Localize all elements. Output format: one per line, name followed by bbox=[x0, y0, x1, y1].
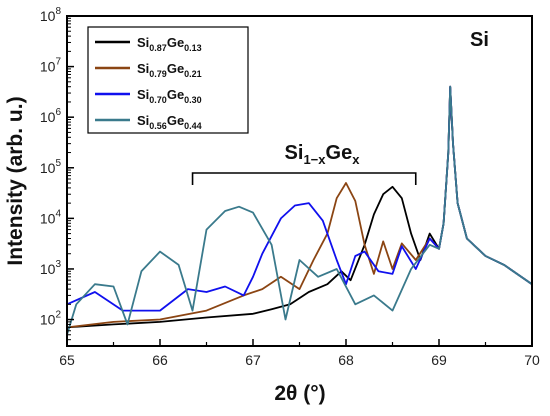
x-tick-label: 66 bbox=[152, 352, 168, 368]
legend-label: Si0.87Ge0.13 bbox=[137, 35, 202, 53]
x-tick-label: 67 bbox=[245, 352, 261, 368]
series-line bbox=[66, 85, 533, 336]
y-tick-label: 104 bbox=[40, 208, 62, 226]
y-ticks: 102 103 104 105 106 107 108 bbox=[40, 6, 74, 341]
y-axis-title: Intensity (arb. u.) bbox=[4, 96, 27, 265]
legend-label: Si0.70Ge0.30 bbox=[137, 87, 202, 105]
sige-annotation: Si1−xGex bbox=[191, 142, 417, 185]
si-peak-label: Si bbox=[470, 29, 489, 51]
x-tick-label: 68 bbox=[338, 352, 354, 368]
y-tick-label: 105 bbox=[40, 158, 62, 176]
legend: Si0.87Ge0.13 Si0.79Ge0.21 Si0.70Ge0.30 Si0.… bbox=[87, 26, 249, 134]
x-tick-label: 70 bbox=[524, 352, 540, 368]
y-tick-label: 107 bbox=[40, 57, 62, 75]
legend-box bbox=[87, 26, 249, 134]
y-tick-label: 102 bbox=[40, 310, 62, 328]
y-tick-label: 108 bbox=[40, 6, 62, 24]
x-tick-label: 65 bbox=[59, 352, 75, 368]
x-ticks: 65 66 67 68 69 70 bbox=[59, 339, 540, 368]
legend-label: Si0.56Ge0.44 bbox=[137, 113, 202, 131]
y-tick-label: 103 bbox=[40, 259, 62, 277]
sige-label: Si1−xGex bbox=[285, 142, 361, 167]
x-tick-label: 69 bbox=[431, 352, 447, 368]
y-tick-label: 106 bbox=[40, 107, 62, 125]
legend-label: Si0.79Ge0.21 bbox=[137, 61, 202, 79]
x-axis-title: 2θ (°) bbox=[274, 382, 325, 405]
sige-bracket bbox=[191, 172, 417, 185]
series-layer bbox=[66, 85, 533, 336]
